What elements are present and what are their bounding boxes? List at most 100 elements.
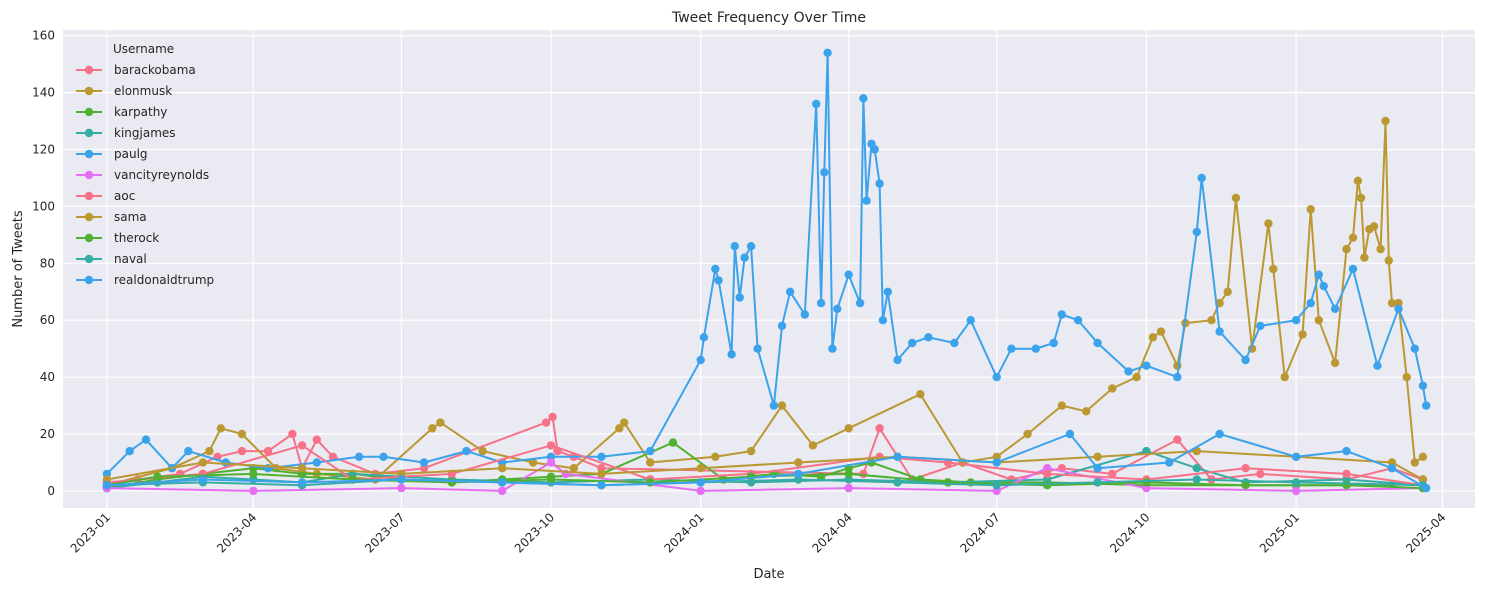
data-point-elonmusk bbox=[216, 424, 225, 433]
data-point-elonmusk bbox=[1353, 176, 1363, 185]
data-point-paulg bbox=[828, 344, 837, 353]
series-layer bbox=[102, 48, 1431, 496]
series-line-realdonaldtrump bbox=[106, 433, 1427, 489]
data-point-paulg bbox=[1256, 321, 1265, 331]
legend-label-elonmusk: elonmusk bbox=[114, 84, 172, 98]
data-point-aoc bbox=[297, 441, 307, 450]
data-point-paulg bbox=[1319, 281, 1328, 291]
data-point-realdonaldtrump bbox=[1215, 429, 1224, 439]
data-point-realdonaldtrump bbox=[893, 452, 902, 461]
data-point-realdonaldtrump bbox=[1093, 464, 1102, 473]
data-point-realdonaldtrump bbox=[1387, 464, 1397, 473]
data-point-barackobama bbox=[1256, 469, 1265, 479]
legend-marker-barackobama bbox=[84, 65, 94, 75]
data-point-paulg bbox=[462, 446, 471, 456]
data-point-paulg bbox=[1422, 401, 1431, 410]
legend-label-vancityreynolds: vancityreynolds bbox=[114, 168, 209, 182]
data-point-elonmusk bbox=[569, 464, 578, 473]
data-point-paulg bbox=[777, 321, 787, 331]
data-point-sama bbox=[498, 464, 507, 473]
data-point-paulg bbox=[1007, 344, 1016, 353]
data-point-paulg bbox=[950, 338, 959, 348]
data-point-paulg bbox=[727, 350, 736, 359]
data-point-paulg bbox=[1124, 367, 1133, 376]
data-point-paulg bbox=[883, 287, 892, 296]
data-point-paulg bbox=[753, 344, 762, 353]
data-point-vancityreynolds bbox=[1291, 486, 1301, 496]
data-point-barackobama bbox=[548, 412, 557, 422]
y-tick-label: 140 bbox=[32, 86, 55, 100]
data-point-elonmusk bbox=[436, 418, 445, 427]
data-point-sama bbox=[794, 458, 803, 467]
data-point-realdonaldtrump bbox=[1291, 452, 1301, 461]
data-point-paulg bbox=[184, 446, 193, 456]
data-point-paulg bbox=[1241, 355, 1250, 365]
data-point-elonmusk bbox=[1264, 219, 1273, 228]
x-tick-label: 2024-07 bbox=[958, 510, 1003, 555]
legend-label-aoc: aoc bbox=[114, 189, 135, 203]
data-point-elonmusk bbox=[746, 446, 756, 456]
legend-label-sama: sama bbox=[114, 210, 147, 224]
data-point-realdonaldtrump bbox=[794, 469, 803, 479]
x-tick-label: 2024-10 bbox=[1107, 510, 1152, 555]
data-point-paulg bbox=[855, 298, 865, 308]
data-point-elonmusk bbox=[620, 418, 629, 427]
data-point-paulg bbox=[735, 293, 744, 302]
data-point-paulg bbox=[908, 338, 917, 348]
data-point-aoc bbox=[1342, 469, 1351, 479]
data-point-sama bbox=[597, 469, 606, 479]
data-point-kingjames bbox=[1192, 464, 1202, 473]
data-point-elonmusk bbox=[1381, 116, 1390, 126]
data-point-vancityreynolds bbox=[498, 486, 507, 496]
data-point-barackobama bbox=[288, 429, 297, 439]
data-point-barackobama bbox=[312, 435, 321, 444]
data-point-realdonaldtrump bbox=[102, 481, 112, 490]
y-tick-label: 40 bbox=[40, 370, 55, 384]
data-point-realdonaldtrump bbox=[498, 478, 507, 487]
data-point-therock bbox=[153, 472, 162, 481]
data-point-barackobama bbox=[875, 424, 884, 433]
data-point-vancityreynolds bbox=[397, 483, 406, 493]
data-point-elonmusk bbox=[1402, 372, 1411, 382]
x-tick-label: 2023-07 bbox=[362, 510, 407, 555]
data-point-paulg bbox=[800, 310, 809, 319]
data-point-paulg bbox=[740, 253, 749, 262]
data-point-paulg bbox=[1410, 344, 1420, 353]
legend-label-karpathy: karpathy bbox=[114, 105, 167, 119]
data-point-realdonaldtrump bbox=[696, 478, 705, 487]
legend-label-realdonaldtrump: realdonaldtrump bbox=[114, 273, 214, 287]
data-point-elonmusk bbox=[528, 458, 538, 467]
data-point-paulg bbox=[646, 446, 655, 456]
data-point-paulg bbox=[875, 179, 884, 188]
data-point-elonmusk bbox=[1057, 401, 1067, 410]
data-point-elonmusk bbox=[777, 401, 787, 410]
legend-marker-realdonaldtrump bbox=[84, 275, 94, 285]
data-point-elonmusk bbox=[1082, 407, 1091, 416]
legend-label-naval: naval bbox=[114, 252, 147, 266]
data-point-realdonaldtrump bbox=[992, 458, 1001, 467]
y-tick-label: 120 bbox=[32, 143, 55, 157]
legend-marker-karpathy bbox=[84, 107, 94, 117]
data-point-elonmusk bbox=[1280, 372, 1289, 382]
data-point-realdonaldtrump bbox=[1422, 483, 1431, 493]
data-point-elonmusk bbox=[1298, 330, 1307, 339]
x-tick-label: 2023-01 bbox=[68, 510, 113, 555]
series-line-elonmusk bbox=[106, 120, 1424, 487]
data-point-paulg bbox=[699, 333, 709, 342]
data-point-elonmusk bbox=[1023, 429, 1032, 439]
data-point-elonmusk bbox=[1356, 193, 1366, 203]
data-point-paulg bbox=[1215, 327, 1224, 336]
data-point-elonmusk bbox=[1387, 298, 1397, 308]
data-point-paulg bbox=[696, 355, 705, 365]
legend-marker-kingjames bbox=[84, 128, 94, 138]
x-tick-label: 2024-04 bbox=[809, 510, 854, 555]
data-point-vancityreynolds bbox=[546, 458, 556, 467]
data-point-paulg bbox=[221, 458, 230, 467]
data-point-paulg bbox=[1031, 344, 1041, 353]
data-point-elonmusk bbox=[478, 446, 487, 456]
data-point-therock bbox=[844, 469, 853, 479]
data-point-elonmusk bbox=[646, 458, 655, 467]
data-point-paulg bbox=[1057, 310, 1067, 319]
data-point-vancityreynolds bbox=[249, 486, 258, 496]
data-point-elonmusk bbox=[1418, 452, 1428, 461]
